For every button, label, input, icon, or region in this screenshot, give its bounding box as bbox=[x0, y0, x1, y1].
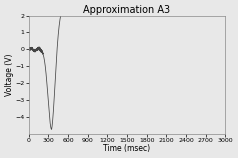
Title: Approximation A3: Approximation A3 bbox=[84, 5, 171, 15]
Y-axis label: Voltage (V): Voltage (V) bbox=[5, 53, 14, 96]
X-axis label: Time (msec): Time (msec) bbox=[104, 144, 151, 153]
